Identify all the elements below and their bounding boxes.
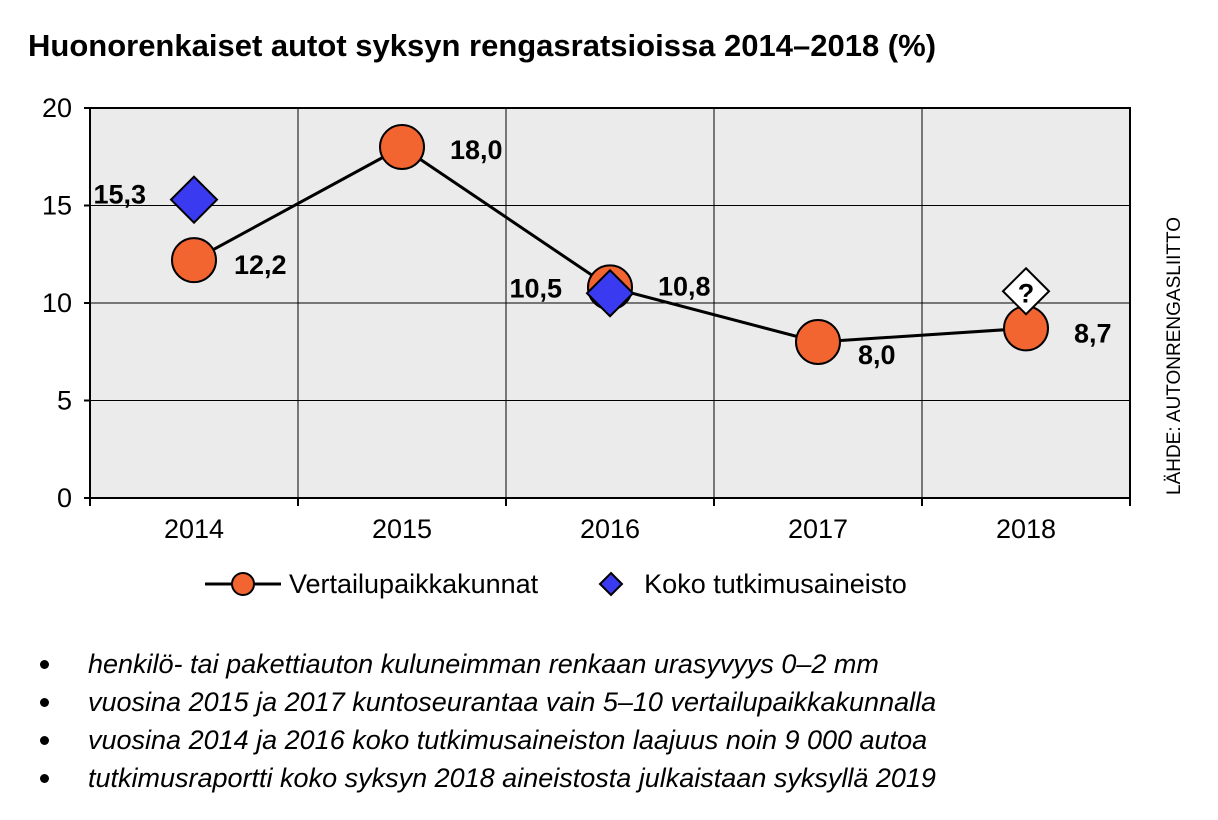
legend-circle-line-icon	[205, 572, 281, 596]
x-tick-label: 2016	[580, 514, 640, 544]
y-tick-label: 20	[42, 93, 72, 123]
note-item: vuosina 2014 ja 2016 koko tutkimusaineis…	[36, 721, 936, 759]
x-tick-label: 2018	[996, 514, 1056, 544]
data-label-vertailupaikkakunnat: 8,7	[1074, 318, 1112, 348]
x-tick-label: 2014	[164, 514, 224, 544]
bullet-icon	[40, 660, 49, 669]
data-point-circle	[171, 237, 217, 284]
bullet-icon	[40, 698, 49, 707]
note-item: tutkimusraportti koko syksyn 2018 aineis…	[36, 759, 936, 797]
y-axis: 0 5 10 15 20	[42, 93, 90, 513]
y-tick-label: 10	[42, 288, 72, 318]
data-label-koko-tutkimusaineisto: 10,5	[509, 273, 562, 303]
line-chart: 0 5 10 15 20 2014 2015 2016 2017 2018 ? 12,2 18,0 1…	[42, 93, 1131, 544]
note-item: henkilö- tai pakettiauton kuluneimman re…	[36, 645, 936, 683]
data-label-vertailupaikkakunnat: 10,8	[658, 271, 711, 301]
y-tick-label: 15	[42, 191, 72, 221]
unknown-point-diamond	[1001, 266, 1051, 316]
legend-label-koko-tutkimusaineisto: Koko tutkimusaineisto	[644, 568, 907, 599]
note-item: vuosina 2015 ja 2017 kuntoseurantaa vain…	[36, 683, 936, 721]
unknown-point-symbol: ?	[1018, 278, 1035, 308]
data-label-vertailupaikkakunnat: 18,0	[450, 135, 503, 165]
x-tick-label: 2015	[372, 514, 432, 544]
bullet-icon	[40, 774, 49, 783]
source-note: LÄHDE: AUTONRENGASLIITTO	[1164, 216, 1185, 495]
bullet-icon	[40, 736, 49, 745]
legend-label-vertailupaikkakunnat: Vertailupaikkakunnat	[289, 568, 539, 599]
data-label-vertailupaikkakunnat: 8,0	[858, 340, 896, 370]
data-point-circle	[379, 124, 425, 170]
data-point-circle	[795, 319, 841, 365]
series-koko-tutkimusaineisto: ? 12,2 18,0 10,8 8,0 8,7 15,3 10,5	[93, 135, 1111, 370]
x-axis: 2014 2015 2016 2017 2018	[89, 498, 1131, 544]
legend-diamond-icon	[598, 571, 624, 597]
data-label-koko-tutkimusaineisto: 15,3	[93, 180, 146, 210]
chart-title: Huonorenkaiset autot syksyn rengasratsio…	[28, 28, 937, 63]
gridlines	[90, 108, 1130, 498]
notes-list: henkilö- tai pakettiauton kuluneimman re…	[36, 645, 936, 797]
data-point-diamond	[169, 175, 219, 225]
data-label-vertailupaikkakunnat: 12,2	[234, 250, 287, 280]
data-point-diamond	[585, 268, 635, 318]
y-tick-label: 5	[57, 386, 72, 416]
x-tick-label: 2017	[788, 514, 848, 544]
legend: Vertailupaikkakunnat Koko tutkimusaineis…	[205, 566, 907, 602]
y-tick-label: 0	[57, 483, 72, 513]
